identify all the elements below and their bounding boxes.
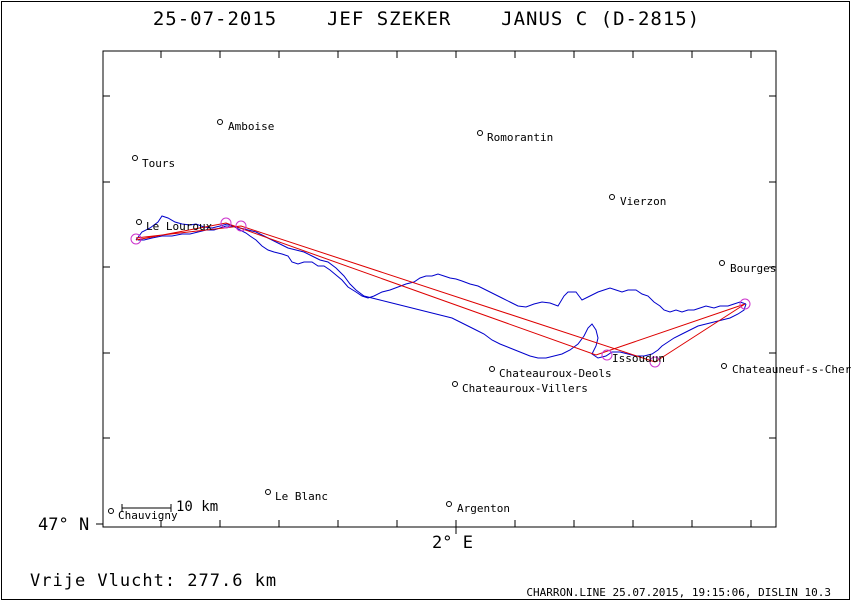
city-label-chateauroux-villers: Chateauroux-Villers (462, 382, 588, 395)
turnpoint-1 (220, 217, 232, 229)
city-label-chauvigny: Chauvigny (118, 509, 178, 522)
top-ticks (160, 51, 752, 58)
city-label-vierzon: Vierzon (620, 195, 666, 208)
pilot-name: JEF SZEKER (326, 8, 452, 30)
longitude-label: 2° E (432, 533, 473, 553)
city-label-issoudun: Issoudun (612, 352, 665, 365)
flight-distance: Vrije Vlucht: 277.6 km (30, 571, 278, 591)
flight-title: 25-07-2015 JEF SZEKER JANUS C (D-2815) (0, 8, 853, 30)
scale-label: 10 km (176, 499, 219, 515)
gps-track (135, 215, 747, 313)
task-legs (135, 222, 746, 363)
city-label-le-louroux: Le Louroux (146, 220, 213, 233)
footer-info: CHARRON.LINE 25.07.2015, 19:15:06, DISLI… (526, 586, 831, 599)
turnpoint-5 (739, 298, 751, 310)
city-label-tours: Tours (142, 157, 175, 170)
turnpoint-start (130, 233, 142, 245)
scale-bar (121, 504, 172, 512)
turnpoint-markers (130, 217, 751, 368)
city-markers (108, 119, 727, 514)
city-label-chateauroux-deols: Chateauroux-Deols (499, 367, 612, 380)
turnpoint-3 (601, 349, 613, 361)
gps-track-return (138, 225, 747, 359)
city-label-le-blanc: Le Blanc (275, 490, 328, 503)
city-label-argenton: Argenton (457, 502, 510, 515)
city-label-chateauneuf: Chateauneuf-s-Cher (732, 363, 852, 376)
turnpoint-4 (649, 356, 661, 368)
left-ticks (96, 95, 110, 525)
glider-name: JANUS C (D-2815) (501, 8, 701, 30)
bottom-ticks (160, 520, 752, 534)
map-border (102, 50, 777, 528)
flight-date: 25-07-2015 (152, 8, 278, 30)
city-label-amboise: Amboise (228, 120, 274, 133)
turnpoint-2 (235, 220, 247, 232)
right-ticks (769, 95, 776, 439)
city-label-bourges: Bourges (730, 262, 776, 275)
city-label-romorantin: Romorantin (487, 131, 553, 144)
latitude-label: 47° N (38, 515, 90, 535)
